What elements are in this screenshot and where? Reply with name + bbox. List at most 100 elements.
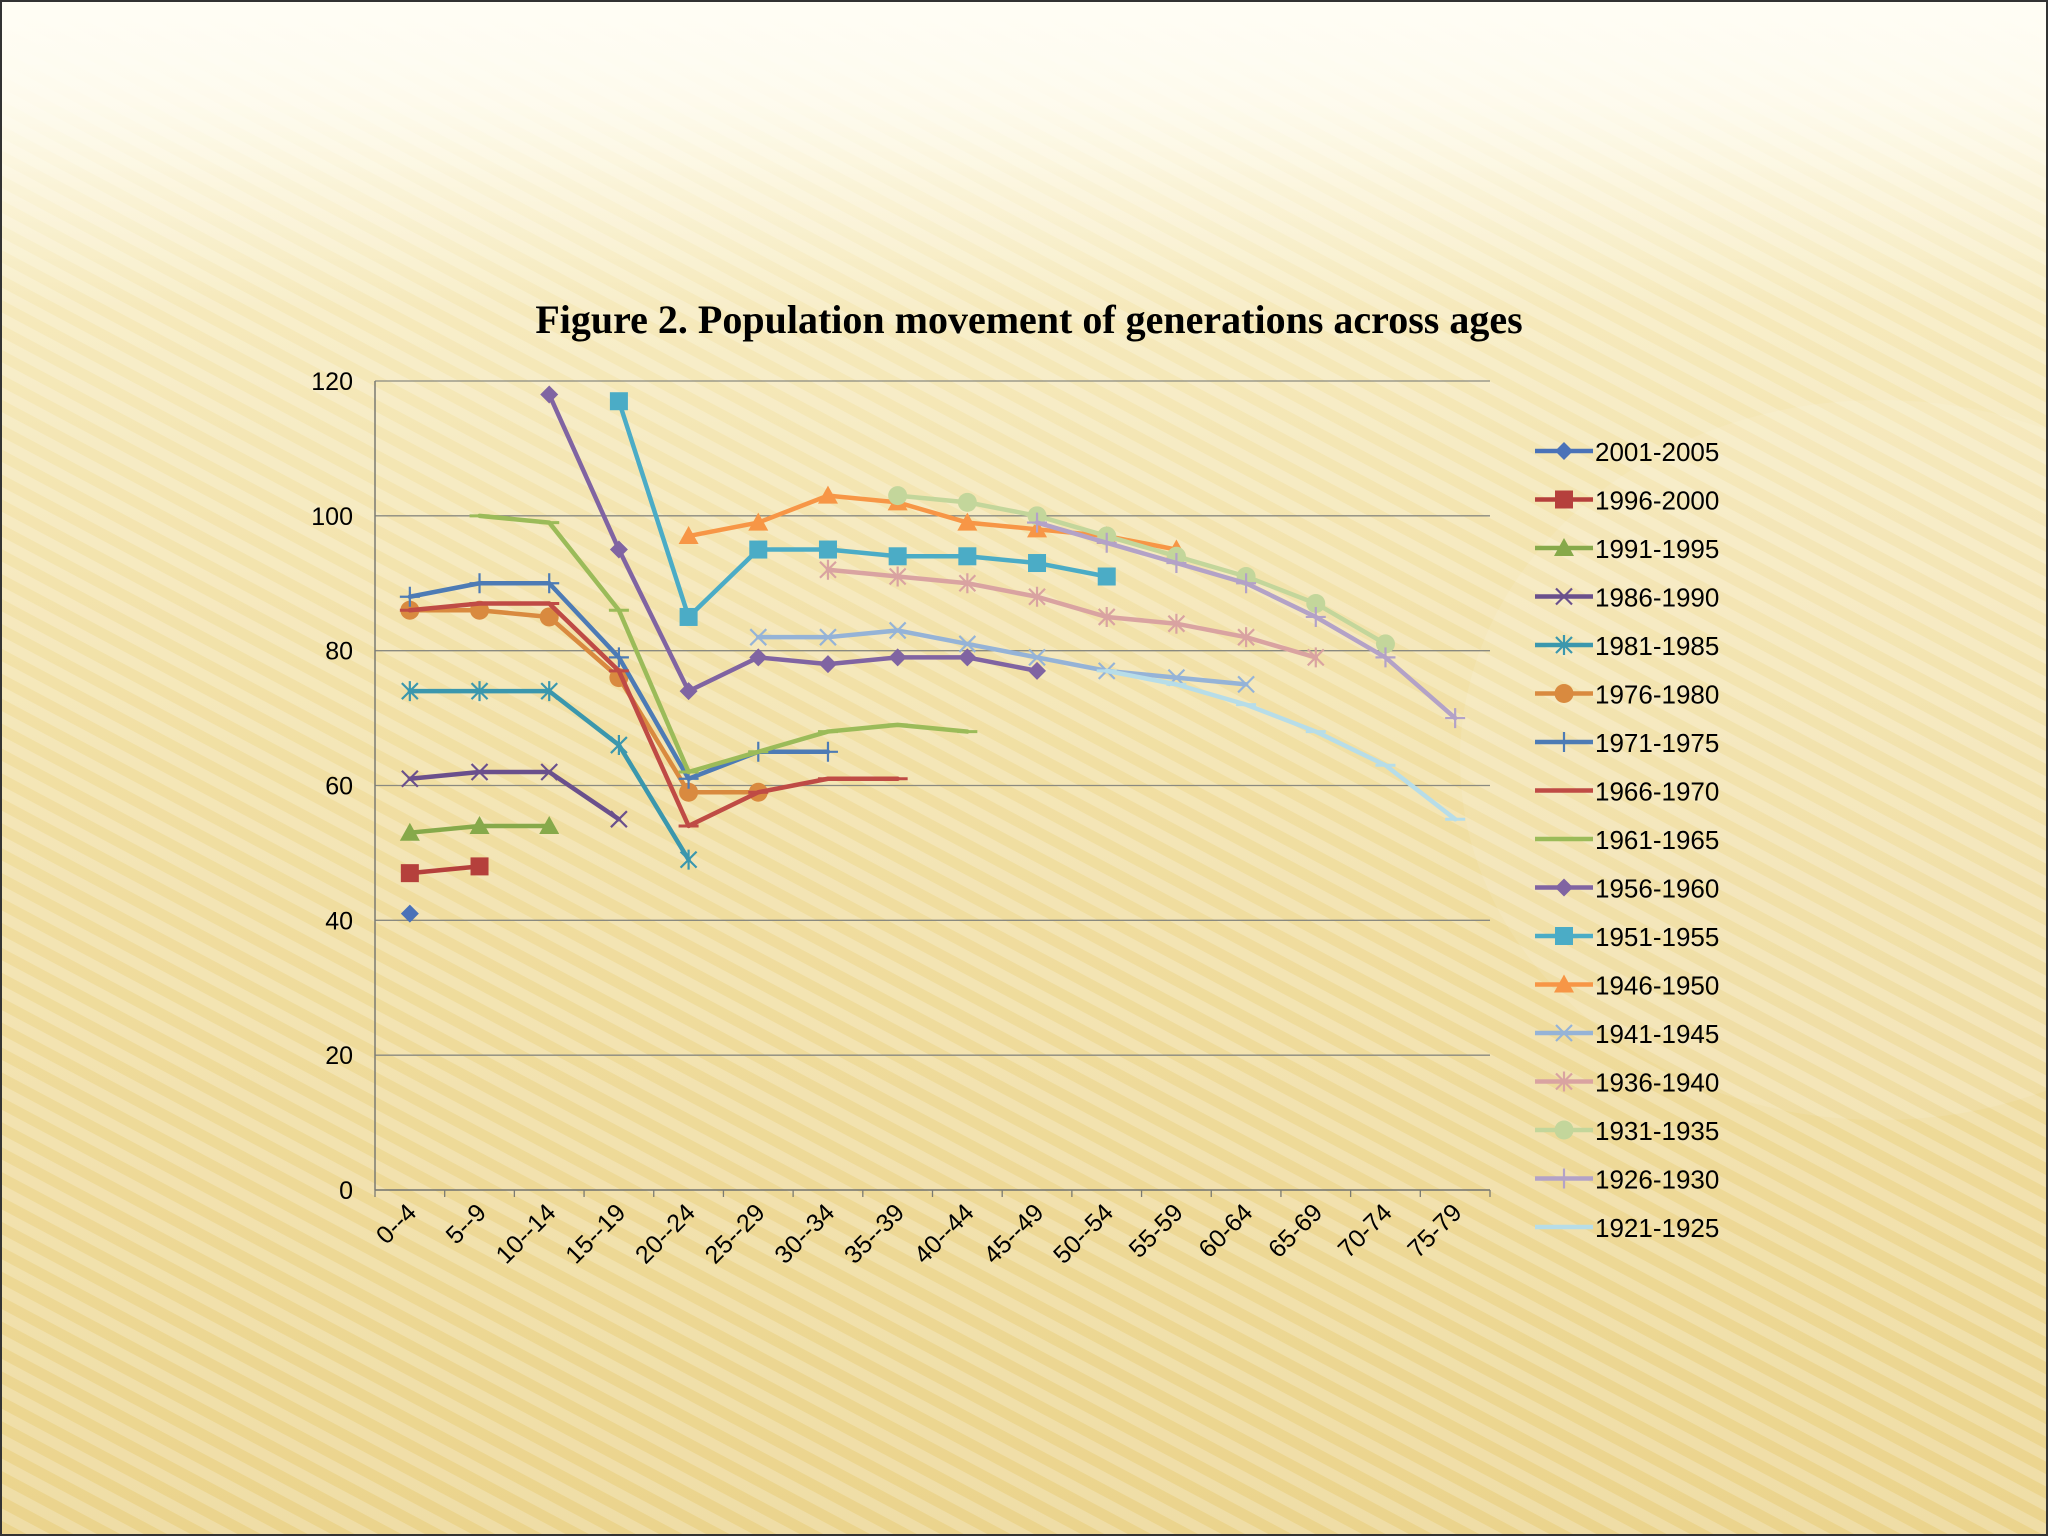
data-point <box>1167 613 1186 634</box>
data-point <box>608 647 629 668</box>
legend-entry: 1976-1980 <box>1535 680 1719 710</box>
legend-marker <box>1555 587 1573 606</box>
legend-marker <box>1555 1071 1573 1092</box>
legend-entry: 1921-1925 <box>1535 1213 1719 1243</box>
data-point <box>610 810 628 828</box>
y-tick-label: 40 <box>325 907 353 935</box>
data-point <box>400 904 419 923</box>
data-point <box>399 822 420 841</box>
legend-marker <box>1555 442 1573 460</box>
series-line <box>1034 520 1458 721</box>
x-tick-label: 15--19 <box>560 1198 631 1269</box>
legend-entry: 1926-1930 <box>1535 1165 1719 1195</box>
x-tick-label: 55-59 <box>1124 1198 1189 1263</box>
legend-label: 1941-1945 <box>1595 1019 1719 1049</box>
legend-entry: 1991-1995 <box>1535 534 1719 564</box>
data-point <box>470 681 489 702</box>
y-tick-label: 20 <box>325 1042 353 1070</box>
series-2001-2005 <box>400 904 419 923</box>
data-point <box>817 741 838 762</box>
data-point <box>1237 627 1255 648</box>
series-line <box>477 513 970 775</box>
data-point <box>1096 532 1117 553</box>
data-point <box>401 681 419 702</box>
series-line <box>407 607 761 795</box>
data-point <box>1028 586 1046 607</box>
x-tick-label: 45--49 <box>978 1198 1049 1269</box>
legend-label: 1971-1975 <box>1595 728 1719 758</box>
data-point <box>470 857 489 876</box>
data-point <box>958 547 977 566</box>
data-point <box>609 540 628 559</box>
legend-entry: 2001-2005 <box>1535 437 1719 467</box>
series-1956-1960 <box>540 385 1047 701</box>
x-tick-label: 60-64 <box>1193 1198 1258 1263</box>
data-point <box>679 607 698 626</box>
series-line <box>546 392 1040 694</box>
series-line <box>756 628 1249 687</box>
data-point <box>888 648 907 667</box>
series-line <box>825 567 1319 660</box>
x-tick-label: 35--39 <box>839 1198 910 1269</box>
legend-label: 1931-1935 <box>1595 1116 1719 1146</box>
legend-label: 1996-2000 <box>1595 486 1719 516</box>
series-1921-1925 <box>1096 668 1466 822</box>
legend-marker <box>1554 1120 1574 1140</box>
data-point <box>678 526 699 545</box>
legend-label: 1951-1955 <box>1595 922 1719 952</box>
legend-label: 1936-1940 <box>1595 1068 1719 1098</box>
data-point <box>749 540 768 559</box>
data-point <box>817 485 838 504</box>
legend-marker <box>1555 927 1573 945</box>
legend-entry: 1961-1965 <box>1535 825 1719 855</box>
series-1991-1995 <box>399 815 560 841</box>
data-point <box>957 512 978 531</box>
legend-marker <box>1554 1168 1574 1189</box>
legend-entry: 1936-1940 <box>1535 1068 1719 1098</box>
data-point <box>958 635 977 653</box>
legend-entry: 1981-1985 <box>1535 631 1719 661</box>
legend-label: 1976-1980 <box>1595 680 1719 710</box>
legend-label: 1946-1950 <box>1595 971 1719 1001</box>
legend-entry: 1996-2000 <box>1535 486 1719 516</box>
data-point <box>749 648 768 667</box>
data-point <box>399 586 420 607</box>
legend-label: 1956-1960 <box>1595 874 1719 904</box>
data-point <box>540 681 558 702</box>
chart-title: Figure 2. Population movement of generat… <box>535 297 1522 342</box>
legend-marker <box>1554 684 1574 703</box>
data-point <box>888 486 908 506</box>
data-point <box>679 849 698 870</box>
data-point <box>888 566 907 587</box>
data-point <box>679 782 699 802</box>
data-point <box>749 628 768 646</box>
x-tick-label: 65-69 <box>1263 1198 1328 1263</box>
y-tick-label: 100 <box>311 503 353 531</box>
legend-entry: 1966-1970 <box>1535 777 1719 807</box>
series-1996-2000 <box>400 857 489 883</box>
legend-marker <box>1554 538 1574 556</box>
data-point <box>1375 647 1396 668</box>
legend-marker <box>1554 732 1574 752</box>
legend-label: 1991-1995 <box>1595 534 1719 564</box>
data-point <box>1305 606 1326 627</box>
data-point <box>469 815 490 834</box>
data-point <box>401 769 419 788</box>
legend-entry: 1986-1990 <box>1535 583 1719 613</box>
legend-marker <box>1555 635 1573 655</box>
legend-entry: 1946-1950 <box>1535 971 1719 1001</box>
data-point <box>748 512 769 531</box>
data-point <box>539 573 560 594</box>
series-line <box>895 493 1388 647</box>
data-point <box>957 492 977 512</box>
data-point <box>1097 606 1116 627</box>
legend-entry: 1956-1960 <box>1535 874 1719 904</box>
series-line <box>407 769 622 822</box>
data-point <box>1307 647 1325 668</box>
data-point <box>1028 661 1047 680</box>
x-tick-label: 40--44 <box>909 1198 980 1269</box>
series-1951-1955 <box>609 392 1116 626</box>
data-point <box>1028 648 1046 667</box>
series-lines <box>399 385 1466 923</box>
